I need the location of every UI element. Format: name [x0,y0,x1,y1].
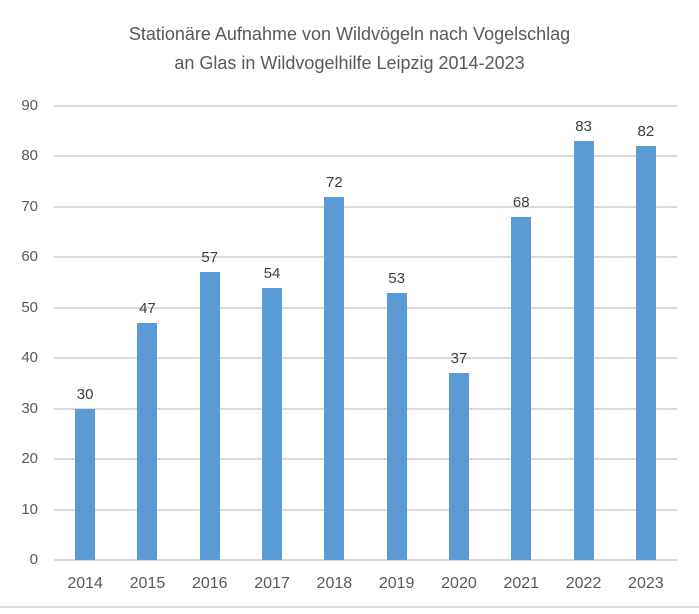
gridline [54,155,677,158]
bar-2016 [199,272,220,560]
y-tick-label: 10 [21,500,38,518]
y-tick-label: 30 [21,399,38,417]
y-axis: 0 10 20 30 40 50 60 70 80 90 [0,97,38,568]
bar-value-label: 37 [450,350,468,368]
y-tick-label: 80 [21,147,38,165]
bar-2015 [137,322,158,560]
y-tick-label: 50 [21,298,38,316]
bar-2022 [573,141,594,560]
bar-value-label: 68 [512,193,530,211]
bar-value-label: 57 [201,249,219,267]
bar-2020 [448,373,469,560]
bar-2017 [262,287,283,560]
gridline [54,407,677,410]
bar-value-label: 82 [637,123,655,141]
chart-title: Stationäre Aufnahme von Wildvögeln nach … [0,20,699,78]
x-tick-label: 2015 [129,575,166,592]
x-tick-label: 2021 [503,575,540,592]
plot-area: 30 47 57 54 72 53 37 68 83 82 [54,105,677,561]
bar-value-label: 54 [263,264,281,282]
x-axis: 2014 2015 2016 2017 2018 2019 2020 2021 2022 2023 [54,574,677,594]
bar-value-label: 47 [139,299,156,317]
x-tick-label: 2016 [191,575,228,592]
gridline [54,458,677,461]
bar-2021 [511,216,532,560]
gridline [54,306,677,309]
y-tick-label: 40 [21,349,38,367]
gridline [54,559,677,561]
x-tick-label: 2020 [441,575,477,592]
y-tick-label: 70 [21,197,38,215]
x-tick-label: 2022 [565,575,602,592]
gridline [54,508,677,511]
bar-value-label: 30 [76,385,94,403]
gridline [54,256,677,259]
y-tick-label: 20 [21,450,38,468]
gridline [54,357,677,360]
bar-value-label: 83 [575,118,592,136]
y-tick-label: 60 [21,248,38,266]
y-tick-label: 90 [21,97,38,114]
x-tick-label: 2017 [254,575,290,592]
chart-title-line-1: Stationäre Aufnahme von Wildvögeln nach … [128,24,571,44]
bar-2023 [635,146,656,560]
x-tick-label: 2018 [316,575,353,592]
bar-2018 [324,196,345,560]
x-tick-label: 2023 [628,575,664,592]
bottom-separator [0,606,699,608]
x-tick-label: 2019 [378,575,415,592]
bar-value-label: 72 [326,173,343,191]
gridline [54,105,677,107]
x-tick-label: 2014 [67,575,103,592]
bar-2019 [386,292,407,560]
bar-value-label: 53 [388,269,405,287]
gridline [54,205,677,208]
bar-2014 [75,408,96,560]
chart-title-line-2: an Glas in Wildvogelhilfe Leipzig 2014-2… [174,53,525,73]
y-tick-label: 0 [29,551,38,568]
